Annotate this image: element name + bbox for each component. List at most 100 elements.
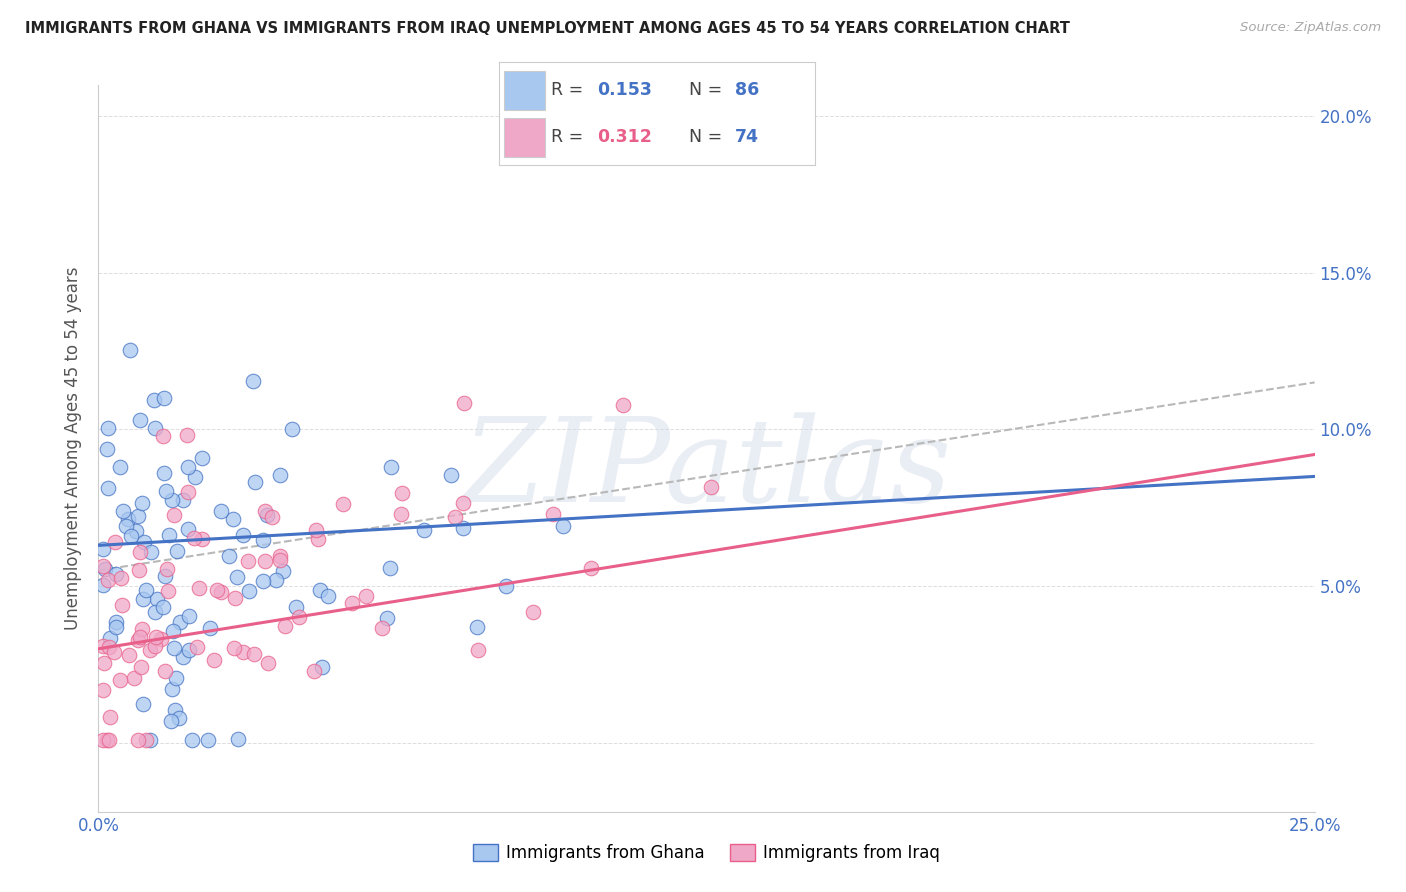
Point xyxy=(132,697,155,711)
Point xyxy=(440,468,463,483)
Point xyxy=(142,392,165,407)
Point xyxy=(98,631,121,645)
Point xyxy=(128,545,150,559)
Point xyxy=(232,528,254,542)
Point xyxy=(413,523,436,537)
Point xyxy=(118,648,141,663)
Point xyxy=(177,460,200,475)
FancyBboxPatch shape xyxy=(503,70,546,110)
Point xyxy=(155,562,177,576)
Text: R =: R = xyxy=(551,81,589,99)
Point xyxy=(218,549,240,563)
Point xyxy=(332,497,354,511)
Point xyxy=(209,504,232,518)
Point xyxy=(152,392,174,406)
Point xyxy=(256,656,278,670)
Point xyxy=(153,568,176,582)
Text: 0.312: 0.312 xyxy=(598,128,652,146)
Point xyxy=(271,564,294,578)
Point xyxy=(103,645,125,659)
Point xyxy=(453,395,475,409)
Point xyxy=(191,532,214,546)
Point xyxy=(224,591,246,606)
Point xyxy=(222,640,245,655)
Point xyxy=(141,545,163,559)
Text: R =: R = xyxy=(551,128,589,146)
Point xyxy=(128,630,150,644)
Point xyxy=(127,633,149,648)
Point xyxy=(128,413,150,427)
Point xyxy=(135,732,157,747)
Point xyxy=(242,375,264,389)
Text: Source: ZipAtlas.com: Source: ZipAtlas.com xyxy=(1240,21,1381,34)
Point xyxy=(127,509,149,524)
Point xyxy=(135,583,157,598)
Text: IMMIGRANTS FROM GHANA VS IMMIGRANTS FROM IRAQ UNEMPLOYMENT AMONG AGES 45 TO 54 Y: IMMIGRANTS FROM GHANA VS IMMIGRANTS FROM… xyxy=(25,21,1070,36)
Point xyxy=(91,558,114,573)
Text: 86: 86 xyxy=(735,81,759,99)
Point xyxy=(98,710,121,724)
Point xyxy=(157,527,180,541)
Point xyxy=(354,590,377,604)
Point xyxy=(188,582,211,596)
Point xyxy=(238,584,260,599)
Point xyxy=(129,659,152,673)
Point xyxy=(143,639,166,653)
Point xyxy=(138,732,160,747)
Point xyxy=(380,460,402,475)
Point xyxy=(266,573,288,587)
Point xyxy=(143,605,166,619)
Point xyxy=(125,524,148,539)
Text: N =: N = xyxy=(689,128,728,146)
Text: N =: N = xyxy=(689,81,728,99)
Point xyxy=(159,714,181,729)
Point xyxy=(97,421,120,435)
Point xyxy=(163,641,186,656)
Point xyxy=(98,732,121,747)
Point xyxy=(522,606,544,620)
Point xyxy=(225,569,247,583)
Point xyxy=(97,573,120,587)
Point xyxy=(253,504,276,518)
Point xyxy=(465,620,488,634)
Point xyxy=(169,711,191,725)
Point xyxy=(131,495,153,509)
Point xyxy=(134,534,156,549)
Point xyxy=(145,592,167,607)
Point xyxy=(198,621,221,635)
Point xyxy=(91,542,114,557)
Point xyxy=(152,429,174,443)
Point xyxy=(177,484,200,499)
Point xyxy=(127,732,149,747)
Point xyxy=(111,598,134,612)
Point xyxy=(172,649,194,664)
Text: 0.153: 0.153 xyxy=(598,81,652,99)
Point xyxy=(169,615,191,630)
Point xyxy=(612,398,634,412)
Point xyxy=(551,519,574,533)
Point xyxy=(96,481,118,495)
Point xyxy=(131,622,153,636)
Point xyxy=(165,671,187,685)
Point xyxy=(104,534,127,549)
Point xyxy=(157,584,180,599)
Point xyxy=(120,529,142,543)
Point xyxy=(177,609,200,624)
Point xyxy=(111,504,134,518)
Point xyxy=(143,421,166,435)
Point xyxy=(541,507,564,521)
Point xyxy=(120,343,142,357)
Point xyxy=(110,571,132,585)
Legend: Immigrants from Ghana, Immigrants from Iraq: Immigrants from Ghana, Immigrants from I… xyxy=(467,838,946,869)
Point xyxy=(316,589,339,603)
Point xyxy=(444,510,467,524)
Point xyxy=(181,732,204,747)
Point xyxy=(160,682,183,697)
Point xyxy=(149,632,172,647)
Point xyxy=(311,660,333,674)
Point xyxy=(184,470,207,484)
Point xyxy=(391,485,413,500)
Point xyxy=(124,671,146,685)
Point xyxy=(269,549,291,563)
Point xyxy=(104,620,127,634)
